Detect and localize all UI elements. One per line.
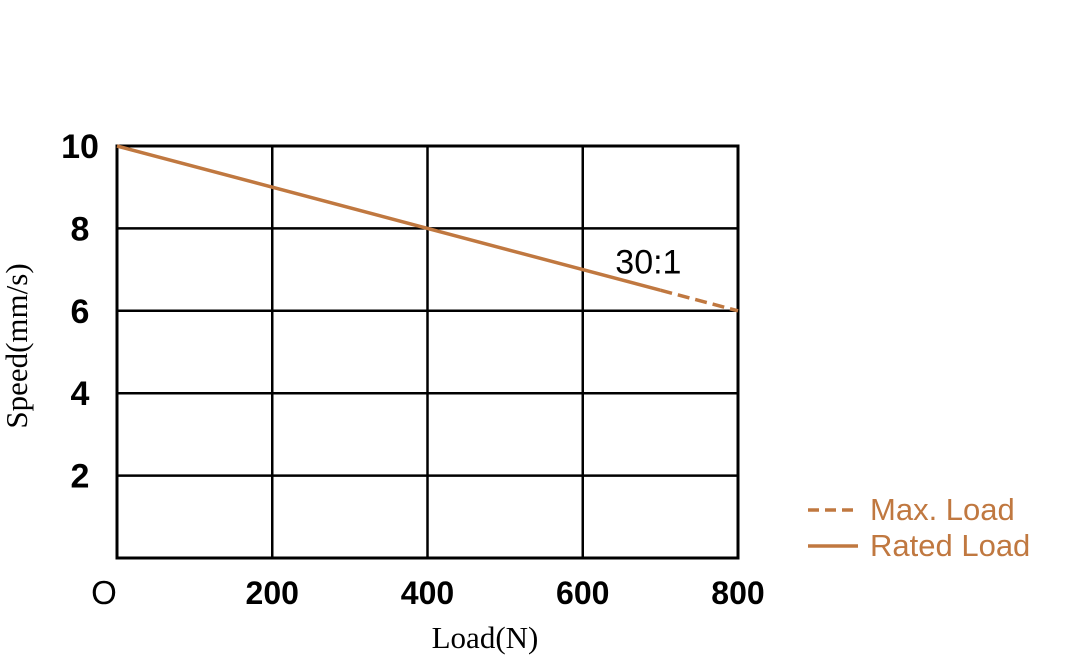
x-tick-label-600: 600 — [556, 575, 609, 611]
x-tick-label-400: 400 — [401, 575, 454, 611]
plot-frame — [115, 144, 740, 560]
y-axis-title: Speed(mm/s) — [0, 263, 34, 428]
series-line-rated-load — [116, 144, 661, 292]
legend-label-max-load: Max. Load — [870, 492, 1015, 527]
ratio-annotation: 30:1 — [615, 243, 681, 281]
y-tick-label-6: 6 — [71, 293, 90, 331]
legend-label-rated-load: Rated Load — [870, 528, 1030, 563]
y-tick-label-2: 2 — [71, 458, 90, 496]
grid — [115, 144, 740, 560]
x-axis-title: Load(N) — [432, 620, 539, 655]
y-tick-label-4: 4 — [71, 375, 90, 413]
y-tick-label-8: 8 — [71, 210, 90, 248]
series-lines — [116, 144, 739, 313]
x-tick-label-800: 800 — [711, 575, 764, 611]
x-tick-label-0: O — [91, 574, 117, 611]
x-tick-label-200: 200 — [246, 575, 299, 611]
tick-labels: 2 4 6 8 10 O 200 400 600 800 — [61, 128, 765, 611]
y-tick-label-10: 10 — [61, 128, 99, 166]
legend: Max. Load Rated Load — [808, 492, 1030, 563]
series-line-max-load — [659, 288, 739, 313]
